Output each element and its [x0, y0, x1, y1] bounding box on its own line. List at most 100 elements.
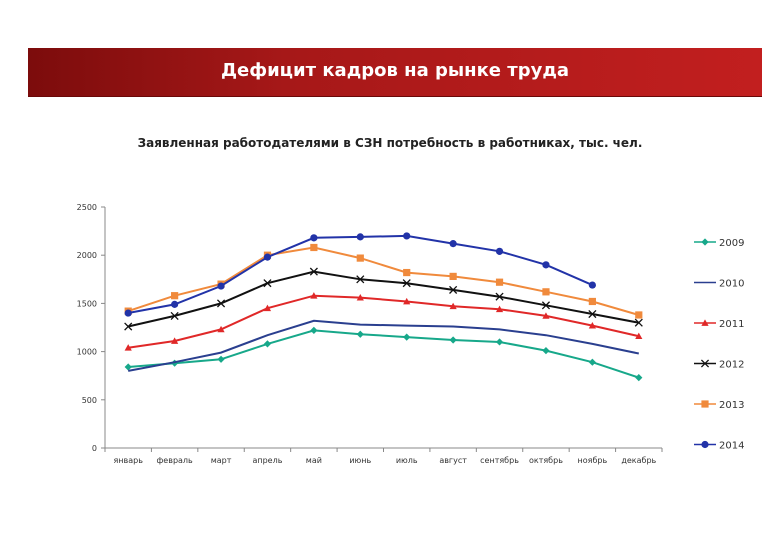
data-point-2012 — [124, 322, 133, 331]
series-2009 — [124, 326, 643, 382]
series-2010 — [128, 319, 640, 372]
data-point-2013 — [403, 268, 411, 277]
legend-label: 2013 — [719, 400, 744, 411]
data-point-2009 — [403, 333, 411, 341]
y-tick-label: 2000 — [77, 251, 97, 260]
data-point-2009 — [635, 374, 643, 382]
series-line-2012 — [127, 270, 639, 328]
data-point-2013 — [356, 254, 364, 262]
data-point-2012 — [309, 267, 318, 276]
legend-item-2013: 2013 — [694, 400, 744, 411]
y-tick-label: 1000 — [77, 348, 97, 357]
x-tick-label: март — [211, 456, 232, 465]
legend-item-2012: 2012 — [694, 359, 744, 371]
chart-legend: 2009 2010 2011 2012 2013 2014 — [694, 238, 744, 452]
y-tick-label: 500 — [82, 396, 97, 405]
legend-marker — [701, 238, 709, 246]
data-point-2009 — [263, 340, 272, 348]
data-point-2014 — [124, 309, 132, 317]
data-point-2012 — [634, 318, 643, 327]
legend-label: 2010 — [719, 279, 744, 290]
data-point-2014 — [495, 247, 504, 255]
series-line-2010 — [128, 319, 640, 372]
x-tick-label: сентябрь — [480, 456, 519, 465]
chart-series-layer — [124, 232, 643, 382]
data-point-2012 — [356, 275, 365, 284]
data-point-2013 — [635, 311, 643, 319]
legend-label: 2014 — [719, 441, 744, 452]
series-2011 — [124, 292, 643, 351]
x-tick-label: май — [306, 456, 322, 465]
x-tick-label: январь — [113, 456, 143, 465]
data-point-2011 — [635, 332, 643, 340]
legend-item-2014: 2014 — [694, 441, 744, 452]
series-2014 — [124, 232, 596, 317]
x-tick-label: октябрь — [529, 456, 563, 465]
legend-marker — [701, 319, 709, 326]
header-banner: Дефицит кадров на рынке труда — [28, 48, 762, 97]
x-tick-label: август — [439, 456, 467, 465]
data-point-2014 — [171, 300, 179, 308]
data-point-2012 — [495, 292, 504, 301]
legend-label: 2009 — [719, 238, 744, 249]
legend-item-2010: 2010 — [694, 279, 744, 290]
data-point-2009 — [495, 338, 504, 346]
data-point-2011 — [217, 325, 225, 333]
data-point-2009 — [588, 358, 596, 366]
chart-title: Заявленная работодателями в СЗН потребно… — [137, 136, 643, 150]
data-point-2011 — [310, 292, 318, 299]
data-point-2013 — [171, 292, 179, 300]
data-point-2009 — [310, 326, 318, 334]
data-point-2011 — [542, 312, 550, 319]
legend-item-2011: 2011 — [694, 319, 744, 330]
data-point-2013 — [310, 243, 318, 252]
x-tick-label: ноябрь — [578, 456, 608, 465]
data-point-2014 — [217, 282, 225, 290]
data-point-2011 — [449, 302, 457, 310]
data-point-2012 — [449, 285, 458, 294]
x-tick-label: февраль — [156, 456, 193, 465]
page-title: Дефицит кадров на рынке труда — [220, 60, 570, 81]
data-point-2011 — [263, 304, 272, 312]
data-point-2013 — [495, 278, 504, 286]
series-line-2013 — [127, 246, 640, 316]
legend-label: 2011 — [719, 319, 744, 330]
data-point-2012 — [263, 279, 272, 288]
data-point-2012 — [216, 299, 226, 308]
data-point-2014 — [588, 281, 596, 289]
data-point-2014 — [310, 234, 318, 242]
data-point-2009 — [124, 363, 132, 371]
x-tick-label: апрель — [252, 456, 282, 465]
legend-marker — [701, 440, 709, 449]
x-tick-label: декабрь — [621, 456, 656, 465]
legend-item-2009: 2009 — [694, 238, 744, 249]
data-point-2014 — [403, 232, 411, 240]
data-point-2014 — [356, 233, 364, 241]
data-point-2011 — [403, 297, 411, 305]
data-point-2013 — [542, 288, 550, 296]
data-point-2009 — [449, 336, 457, 344]
y-tick-label: 2500 — [77, 203, 97, 212]
data-point-2013 — [449, 272, 457, 281]
data-point-2009 — [356, 330, 364, 338]
series-line-2011 — [128, 294, 640, 349]
x-tick-label: июль — [396, 456, 418, 465]
data-point-2009 — [217, 355, 225, 363]
data-point-2009 — [542, 347, 550, 355]
data-point-2014 — [263, 253, 272, 261]
series-line-2009 — [128, 329, 640, 379]
data-point-2011 — [171, 337, 179, 344]
y-tick-label: 1500 — [77, 299, 97, 308]
data-point-2012 — [541, 301, 551, 310]
data-point-2014 — [449, 240, 457, 248]
data-point-2011 — [495, 305, 504, 313]
legend-marker — [701, 400, 709, 408]
data-point-2011 — [588, 321, 596, 329]
x-tick-label: июнь — [349, 456, 371, 465]
y-tick-label: 0 — [92, 444, 97, 453]
data-point-2013 — [588, 297, 596, 306]
legend-marker — [700, 359, 710, 368]
data-point-2012 — [170, 311, 179, 320]
data-point-2012 — [402, 279, 411, 288]
